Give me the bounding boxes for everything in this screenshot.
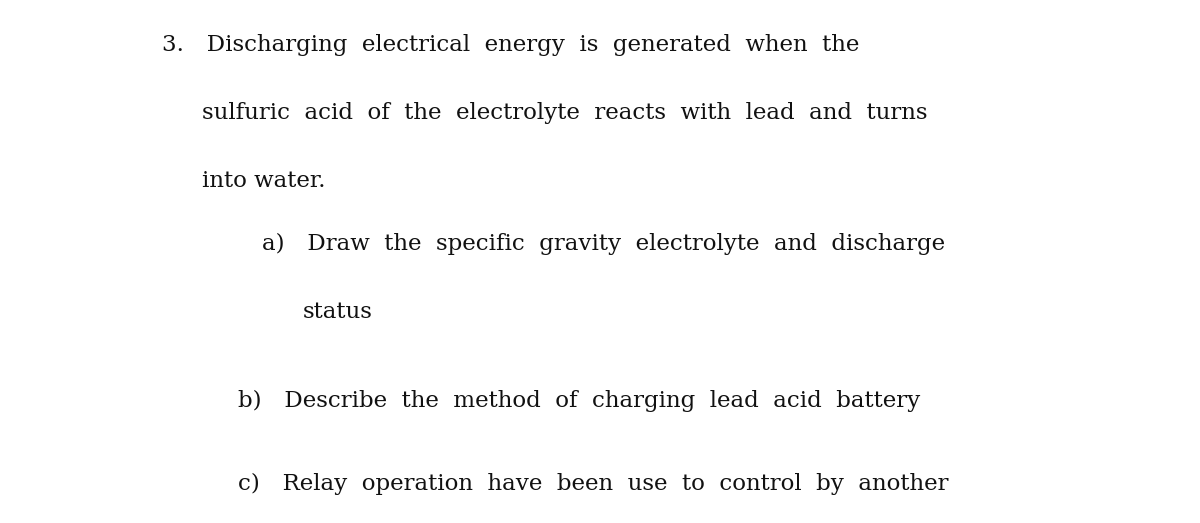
Text: b) Describe  the  method  of  charging  lead  acid  battery: b) Describe the method of charging lead … [238,390,920,412]
Text: a) Draw  the  specific  gravity  electrolyte  and  discharge: a) Draw the specific gravity electrolyte… [262,233,944,255]
Text: sulfuric  acid  of  the  electrolyte  reacts  with  lead  and  turns: sulfuric acid of the electrolyte reacts … [202,102,928,124]
Text: c) Relay  operation  have  been  use  to  control  by  another: c) Relay operation have been use to cont… [238,473,948,495]
Text: 3. Discharging  electrical  energy  is  generated  when  the: 3. Discharging electrical energy is gene… [162,34,859,56]
Text: into water.: into water. [202,170,325,192]
Text: status: status [302,301,372,323]
